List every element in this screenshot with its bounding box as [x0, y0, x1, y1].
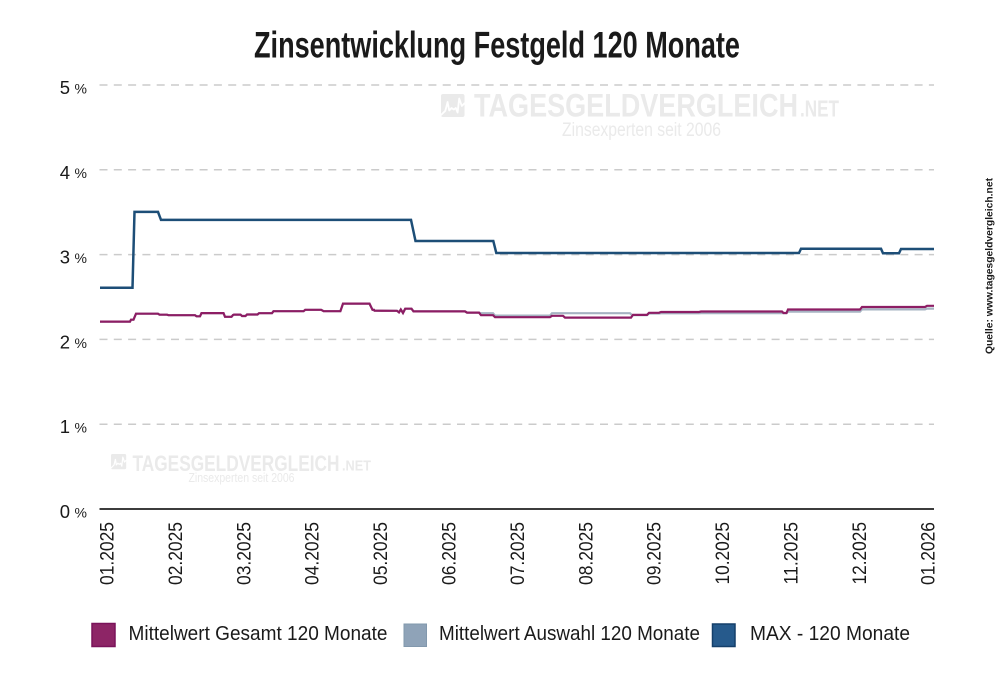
svg-text:03.2025: 03.2025 [233, 522, 255, 585]
svg-text:%: % [75, 165, 87, 181]
svg-text:Zinsexperten seit 2006: Zinsexperten seit 2006 [189, 471, 295, 485]
svg-text:11.2025: 11.2025 [781, 522, 803, 585]
svg-text:12.2025: 12.2025 [849, 522, 871, 585]
svg-text:MAX - 120 Monate: MAX - 120 Monate [750, 623, 910, 645]
svg-text:%: % [75, 80, 87, 96]
svg-text:05.2025: 05.2025 [370, 522, 392, 585]
svg-text:0: 0 [60, 501, 70, 522]
svg-text:TAGESGELDVERGLEICH: TAGESGELDVERGLEICH [133, 451, 340, 476]
svg-text:01.2025: 01.2025 [97, 522, 119, 585]
svg-text:Zinsentwicklung Festgeld 120 M: Zinsentwicklung Festgeld 120 Monate [254, 25, 740, 66]
svg-text:4: 4 [60, 162, 70, 183]
svg-text:5: 5 [60, 77, 70, 98]
svg-text:09.2025: 09.2025 [644, 522, 666, 585]
svg-text:01.2026: 01.2026 [917, 522, 939, 585]
svg-text:3: 3 [60, 247, 70, 268]
svg-text:.NET: .NET [342, 459, 371, 475]
svg-text:%: % [75, 420, 87, 436]
svg-text:Quelle: www.tagesgeldvergleich: Quelle: www.tagesgeldvergleich.net [984, 178, 996, 354]
svg-text:%: % [75, 504, 87, 520]
svg-text:Mittelwert Auswahl 120 Monate: Mittelwert Auswahl 120 Monate [439, 623, 700, 645]
svg-text:TAGESGELDVERGLEICH: TAGESGELDVERGLEICH [474, 88, 798, 124]
svg-text:Mittelwert Gesamt 120 Monate: Mittelwert Gesamt 120 Monate [129, 623, 388, 645]
svg-text:Zinsexperten seit 2006: Zinsexperten seit 2006 [562, 120, 721, 141]
svg-text:.NET: .NET [800, 96, 839, 122]
svg-text:08.2025: 08.2025 [575, 522, 597, 585]
svg-text:2: 2 [60, 331, 70, 352]
svg-text:1: 1 [60, 416, 70, 437]
svg-text:06.2025: 06.2025 [439, 522, 461, 585]
svg-text:%: % [75, 335, 87, 351]
svg-text:10.2025: 10.2025 [712, 522, 734, 585]
svg-text:02.2025: 02.2025 [165, 522, 187, 585]
svg-text:%: % [75, 250, 87, 266]
svg-text:04.2025: 04.2025 [302, 522, 324, 585]
svg-text:07.2025: 07.2025 [507, 522, 529, 585]
